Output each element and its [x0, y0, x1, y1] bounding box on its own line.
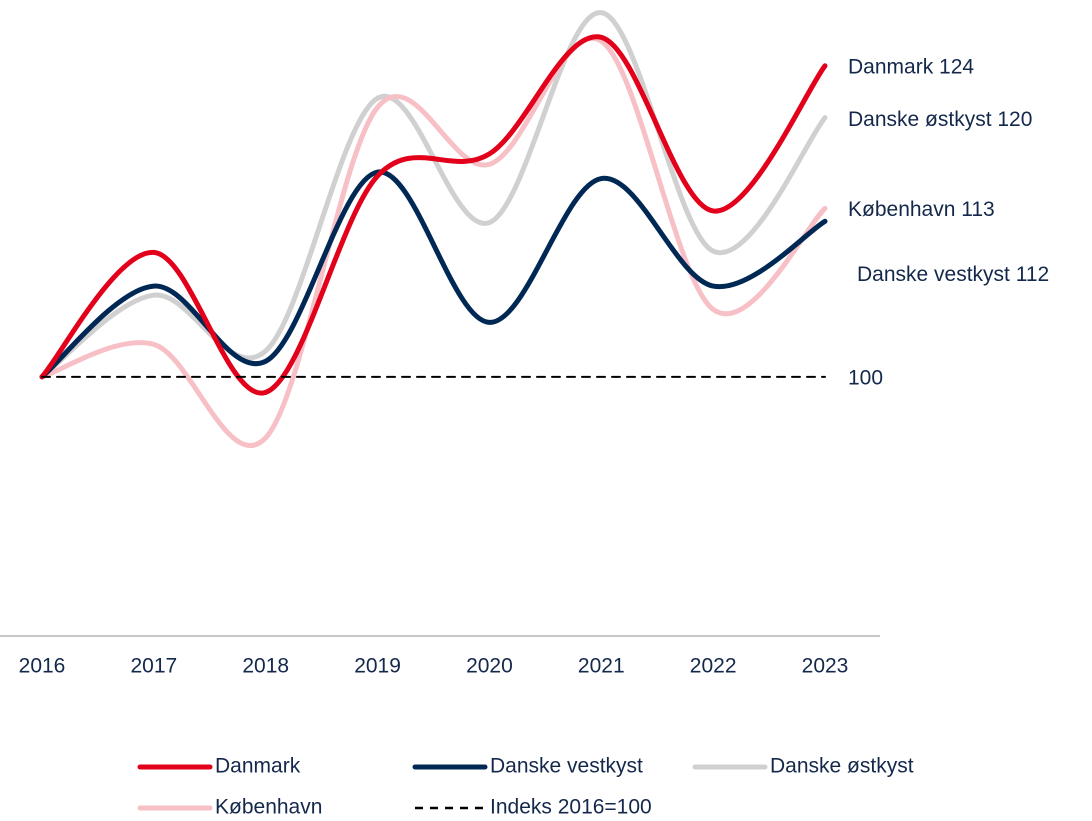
legend-label: København — [215, 796, 322, 819]
legend-label: Danske østkyst — [770, 755, 914, 778]
series-line — [39, 34, 828, 396]
x-tick-label: 2022 — [690, 655, 737, 678]
end-label: Danmark 124 — [848, 55, 974, 78]
series-line — [39, 169, 828, 380]
x-tick-label: 2019 — [354, 655, 401, 678]
x-tick-label: 2017 — [130, 655, 177, 678]
series-line — [39, 10, 828, 380]
legend-label: Danske vestkyst — [490, 755, 643, 778]
legend-label: Indeks 2016=100 — [490, 796, 652, 819]
x-tick-label: 2018 — [242, 655, 289, 678]
end-label: Danske østkyst 120 — [848, 108, 1032, 131]
x-tick-label: 2020 — [466, 655, 513, 678]
x-tick-label: 2023 — [802, 655, 849, 678]
x-tick-label: 2021 — [578, 655, 625, 678]
series-line — [39, 35, 828, 448]
legend-label: Danmark — [215, 755, 301, 778]
x-tick-label: 2016 — [19, 655, 66, 678]
end-label: Danske vestkyst 112 — [857, 263, 1049, 286]
end-label: København 113 — [848, 198, 995, 221]
end-label: 100 — [848, 366, 883, 389]
